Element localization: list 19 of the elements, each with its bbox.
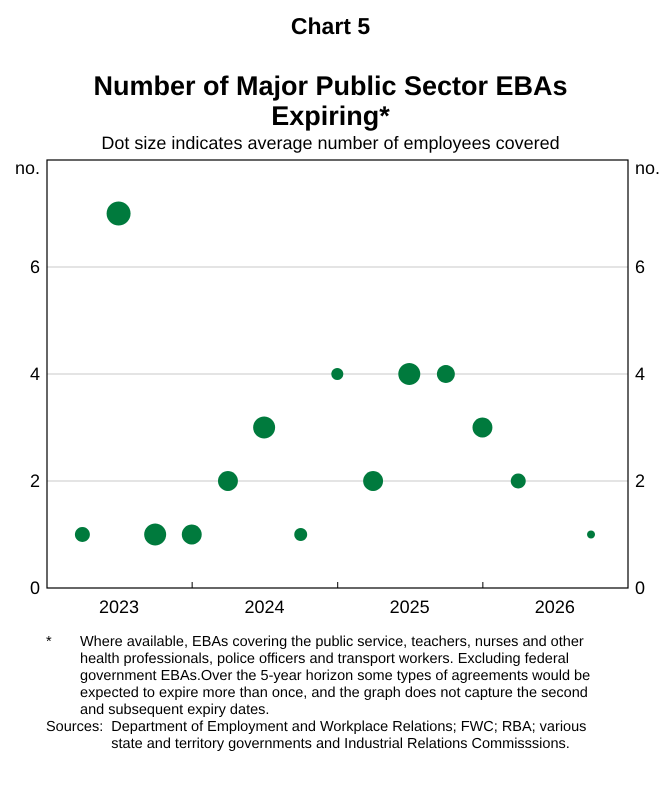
- y2-tick-label: 2: [635, 471, 646, 491]
- y2-axis-title: no.: [635, 158, 660, 178]
- x-tick-label: 2023: [98, 597, 139, 617]
- y-tick-label: 6: [30, 257, 40, 277]
- y2-tick-label: 0: [635, 578, 646, 598]
- y2-tick-label: 6: [635, 257, 646, 277]
- chart-subtitle: Dot size indicates average number of employees covered: [101, 133, 560, 153]
- source-note: Sources: Department of Employment and Workplace Relations; FWC; RBA; various state and territory governments and Industrial Relations Commisssions.: [46, 719, 588, 753]
- y-tick-label: 0: [30, 578, 40, 598]
- x-tick-label: 2026: [534, 597, 575, 617]
- x-tick-label: 2024: [244, 597, 285, 617]
- y2-tick-label: 4: [635, 364, 646, 384]
- text: * Where available, EBAs covering the public service, teachers, nurses and other health professionals, police officers and transport workers. Excluding federal government EBAs.Over the 5-year horizon some types of agreements would be expected to expire more than once, and the graph does not capture the second and subsequent expiry dates.: [46, 634, 590, 718]
- x-tick-label: 2025: [390, 597, 430, 617]
- y-axis-title: no.: [14, 158, 40, 178]
- y-tick-label: 2: [30, 471, 40, 491]
- chart-title: Number of Major Public Sector EBAs Expiring*: [93, 71, 568, 131]
- caption: Chart 5: [290, 13, 370, 39]
- y-tick-label: 4: [30, 364, 40, 384]
